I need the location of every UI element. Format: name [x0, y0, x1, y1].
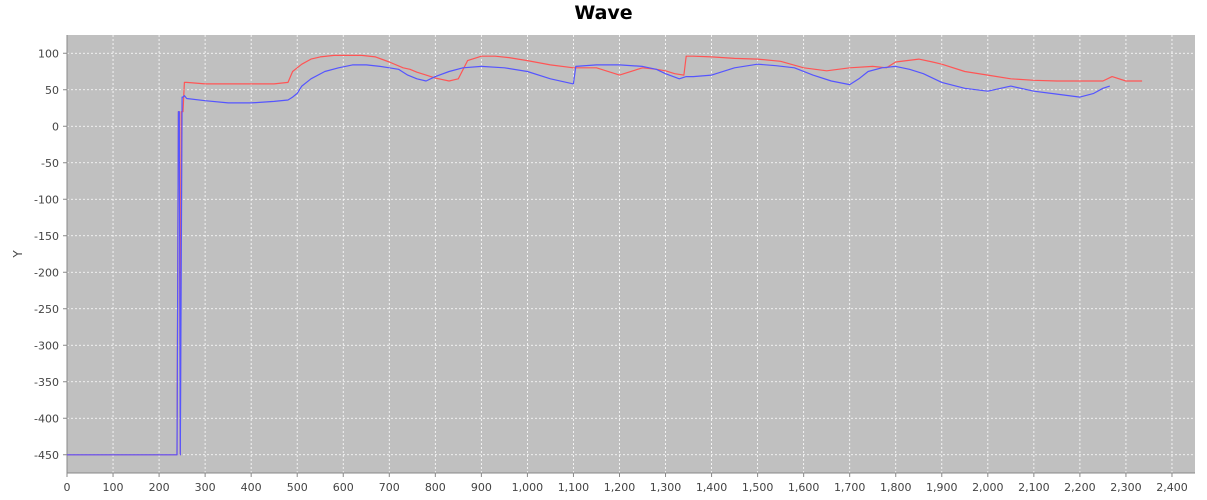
y-tick-label: -450 — [34, 449, 59, 462]
y-tick-label: 50 — [45, 84, 59, 97]
y-tick-label: 100 — [38, 47, 59, 60]
x-tick-label: 200 — [149, 481, 170, 494]
x-tick-label: 1,100 — [558, 481, 590, 494]
y-tick-label: -250 — [34, 303, 59, 316]
y-tick-label: -200 — [34, 266, 59, 279]
plot-area — [67, 35, 1195, 473]
x-tick-label: 1,500 — [742, 481, 774, 494]
x-tick-label: 600 — [333, 481, 354, 494]
x-tick-label: 800 — [425, 481, 446, 494]
x-tick-label: 2,100 — [1018, 481, 1050, 494]
series-layer — [67, 54, 1143, 456]
x-tick-label: 400 — [241, 481, 262, 494]
x-tick-label: 1,900 — [926, 481, 958, 494]
series-line-2 — [67, 63, 1110, 456]
grid-lines — [66, 35, 1195, 473]
x-tick-label: 2,000 — [972, 481, 1004, 494]
chart-title: Wave — [574, 2, 633, 24]
x-tick-label: 300 — [195, 481, 216, 494]
x-tick-label: 1,000 — [512, 481, 544, 494]
x-tick-label: 2,200 — [1064, 481, 1096, 494]
x-tick-label: 2,300 — [1110, 481, 1142, 494]
x-tick-label: 1,600 — [788, 481, 820, 494]
y-tick-label: -50 — [41, 157, 59, 170]
axes — [63, 35, 1195, 477]
x-tick-label: 1,700 — [834, 481, 866, 494]
x-tick-label: 1,300 — [650, 481, 682, 494]
x-tick-label: 1,800 — [880, 481, 912, 494]
y-tick-label: -100 — [34, 193, 59, 206]
x-tick-label: 2,400 — [1156, 481, 1188, 494]
x-tick-label: 700 — [379, 481, 400, 494]
x-tick-label: 1,200 — [604, 481, 636, 494]
y-tick-label: -400 — [34, 412, 59, 425]
x-tick-label: 1,400 — [696, 481, 728, 494]
x-tick-label: 500 — [287, 481, 308, 494]
series-line-1 — [67, 54, 1143, 456]
y-tick-label: -300 — [34, 339, 59, 352]
x-tick-label: 900 — [471, 481, 492, 494]
x-tick-label: 0 — [64, 481, 71, 494]
y-tick-label: -350 — [34, 376, 59, 389]
y-tick-label: -150 — [34, 230, 59, 243]
x-tick-label: 100 — [103, 481, 124, 494]
y-tick-label: 0 — [52, 120, 59, 133]
y-axis-title: Y — [11, 250, 25, 259]
tick-labels: 0 100 200 300 400 500 600 700 800 900 1,000 1,100 1,… — [34, 47, 1188, 494]
